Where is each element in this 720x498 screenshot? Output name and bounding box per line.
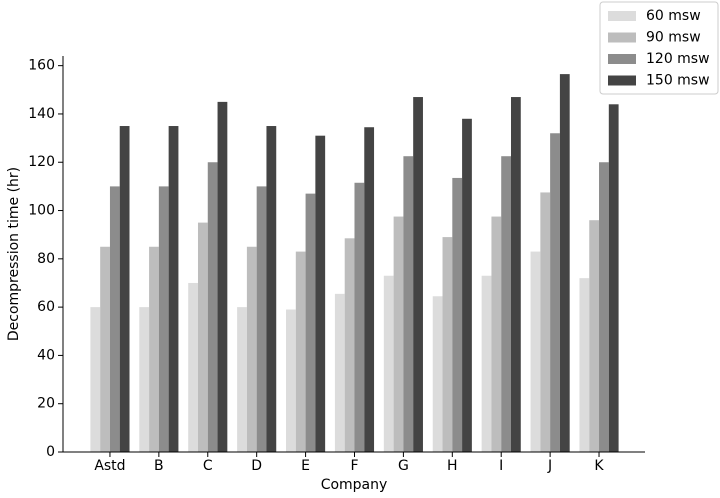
bar xyxy=(139,307,150,452)
y-tick-label: 0 xyxy=(46,444,55,460)
bar xyxy=(119,126,130,453)
x-tick-label: K xyxy=(594,458,604,474)
bar xyxy=(501,156,511,452)
bar xyxy=(491,216,502,452)
bar xyxy=(559,74,570,453)
bar xyxy=(149,246,159,452)
bar xyxy=(589,220,600,452)
bar xyxy=(452,177,463,452)
bar xyxy=(510,97,521,453)
bar xyxy=(90,307,101,452)
x-tick-label: E xyxy=(301,458,310,474)
bar xyxy=(266,126,277,453)
y-tick-label: 120 xyxy=(28,154,55,170)
bar xyxy=(462,118,472,452)
legend-box xyxy=(599,1,719,95)
bar xyxy=(109,186,120,452)
x-tick-label: J xyxy=(547,458,552,474)
bar xyxy=(344,238,355,452)
bar xyxy=(579,278,590,452)
legend-swatch xyxy=(608,75,636,86)
bar xyxy=(305,193,316,452)
bar xyxy=(334,293,345,452)
bar xyxy=(158,186,169,452)
legend-swatch xyxy=(608,11,636,21)
x-tick-label: G xyxy=(398,458,409,474)
legend-label: 120 msw xyxy=(646,51,710,67)
y-tick-label: 140 xyxy=(28,106,55,122)
bar xyxy=(295,251,306,452)
bar xyxy=(393,216,404,452)
bar xyxy=(364,127,375,453)
bar xyxy=(442,237,453,452)
legend-swatch xyxy=(608,54,636,64)
bar xyxy=(315,135,326,452)
bar xyxy=(383,275,394,452)
bar xyxy=(168,126,179,453)
y-tick-label: 160 xyxy=(28,58,55,74)
bar xyxy=(188,282,198,452)
y-tick-label: 100 xyxy=(28,203,55,219)
bar xyxy=(100,246,110,452)
x-tick-label: F xyxy=(350,458,358,474)
bar xyxy=(354,182,365,452)
legend-swatch xyxy=(608,32,636,43)
bar xyxy=(413,97,423,453)
bar xyxy=(608,104,619,452)
bar xyxy=(207,162,218,452)
x-tick-label: I xyxy=(499,458,503,474)
x-tick-label: Astd xyxy=(94,458,125,474)
bar xyxy=(432,296,443,452)
y-tick-label: 60 xyxy=(37,299,55,315)
legend-label: 150 msw xyxy=(646,73,710,89)
bar xyxy=(197,222,208,452)
bar xyxy=(237,307,247,452)
y-tick-label: 20 xyxy=(37,396,55,412)
y-axis-label: Decompression time (hr) xyxy=(6,167,22,341)
bar xyxy=(599,162,609,452)
bar xyxy=(550,133,560,452)
legend-label: 90 msw xyxy=(646,30,701,46)
bar xyxy=(286,309,296,452)
bar xyxy=(256,186,267,452)
bar xyxy=(481,275,492,452)
bar xyxy=(403,156,414,452)
bar xyxy=(246,246,257,452)
legend-label: 60 msw xyxy=(646,8,701,24)
bar xyxy=(217,101,228,452)
y-tick-label: 80 xyxy=(37,251,55,267)
bar xyxy=(540,192,551,453)
x-axis-label: Company xyxy=(321,477,388,493)
bar xyxy=(530,251,541,452)
x-tick-label: B xyxy=(154,458,164,474)
x-tick-label: H xyxy=(447,458,458,474)
y-tick-label: 40 xyxy=(37,347,55,363)
x-tick-label: C xyxy=(203,458,213,474)
x-tick-label: D xyxy=(251,458,262,474)
